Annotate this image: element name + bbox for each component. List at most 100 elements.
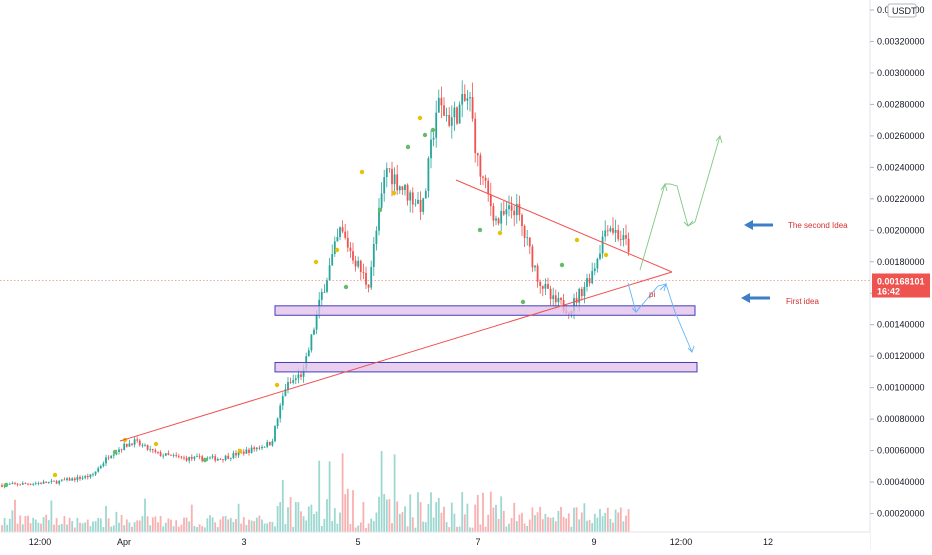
candle-body: [404, 184, 406, 191]
second-idea-arrow-head: [744, 220, 753, 230]
candle-body: [487, 180, 490, 195]
price-tick-label: 0.00240000: [877, 162, 925, 172]
candle-body: [255, 447, 258, 450]
candle-body: [331, 254, 334, 266]
candle-body: [60, 479, 63, 481]
candle-body: [29, 484, 32, 485]
signal-dot: [574, 237, 580, 243]
volume-bar: [133, 522, 136, 532]
candle-body: [521, 215, 523, 227]
volume-bar: [125, 519, 128, 532]
volume-bar: [136, 520, 139, 532]
candle-body: [323, 291, 326, 293]
volume-bar: [302, 516, 305, 532]
volume-bar: [268, 521, 271, 532]
candle-body: [300, 374, 302, 377]
volume-bar: [310, 504, 313, 532]
volume-bar: [414, 527, 417, 532]
volume-bar: [383, 494, 386, 532]
candle-body: [445, 115, 448, 116]
candle-body: [19, 484, 22, 486]
candle-body: [11, 483, 14, 484]
volume-bar: [453, 513, 456, 532]
candle-body: [180, 456, 183, 458]
volume-bar: [552, 517, 555, 532]
volume-bar: [84, 522, 87, 532]
candle-body: [536, 265, 539, 282]
candle-body: [531, 246, 534, 268]
volume-bar: [346, 488, 349, 532]
volume-bar: [489, 491, 492, 532]
volume-bar: [79, 522, 81, 532]
price-tick-label: 0.00080000: [877, 414, 925, 424]
volume-bar: [105, 505, 107, 532]
price-tick-label: 0.00180000: [877, 257, 925, 267]
candle-body: [89, 474, 92, 478]
candle-body: [380, 193, 383, 208]
volume-bar: [24, 515, 27, 532]
candle-body: [406, 184, 409, 201]
volume-bar: [63, 516, 66, 532]
candle-body: [71, 478, 74, 481]
volume-bar: [354, 527, 357, 532]
candle-body: [281, 396, 284, 406]
volume-bar: [242, 517, 245, 532]
candle-body: [190, 456, 193, 459]
volume-bar: [612, 522, 614, 532]
volume-bar: [227, 519, 230, 532]
volume-bar: [508, 523, 510, 532]
signal-dot: [334, 247, 340, 253]
volume-bar: [146, 516, 149, 532]
drawings: The second Idea First idea pi: [0, 115, 870, 488]
candle-body: [164, 453, 167, 456]
volume-bar: [89, 526, 92, 532]
volume-bar: [209, 515, 211, 532]
candle-body: [258, 447, 261, 449]
volume-bar: [422, 521, 425, 532]
candle-body: [279, 405, 282, 419]
volume-bar: [281, 479, 284, 532]
volume-bar: [378, 496, 380, 532]
candle-body: [419, 199, 422, 212]
candle-body: [42, 481, 45, 484]
volume-bar: [388, 499, 391, 532]
candle-body: [151, 449, 154, 451]
candle-body: [378, 207, 380, 231]
candle-body: [16, 483, 19, 485]
volume-bar: [549, 517, 552, 532]
candle-body: [172, 455, 175, 456]
volume-bar: [461, 492, 464, 532]
first-idea-label: First idea: [786, 297, 819, 306]
candle-body: [128, 443, 131, 447]
volume-bar: [180, 524, 183, 532]
volume-bar: [76, 517, 79, 532]
volume-bar: [502, 510, 505, 532]
bearish-projection-path: [627, 282, 693, 353]
candle-body: [175, 455, 178, 457]
candle-body: [396, 174, 399, 191]
volume-bar: [8, 518, 11, 532]
volume-bar: [16, 523, 19, 532]
time-tick-label: 12:00: [29, 537, 52, 547]
candle-body: [534, 265, 536, 268]
volume-bar: [578, 519, 581, 532]
volume-bar: [32, 517, 35, 532]
candle-body: [201, 456, 204, 461]
candle-body: [27, 483, 29, 485]
volume-bar: [588, 519, 591, 532]
volume-bar: [341, 453, 344, 532]
candle-body: [599, 253, 601, 259]
candle-body: [417, 199, 419, 204]
candle-body: [466, 98, 469, 101]
candle-body: [92, 474, 94, 476]
currency-badge[interactable]: [887, 3, 917, 18]
volume-bar: [115, 511, 118, 532]
candle-body: [612, 228, 614, 233]
candle-body: [344, 231, 347, 238]
volume-bar: [154, 516, 157, 532]
volume-bar: [614, 509, 617, 532]
volume-bar: [201, 526, 204, 532]
